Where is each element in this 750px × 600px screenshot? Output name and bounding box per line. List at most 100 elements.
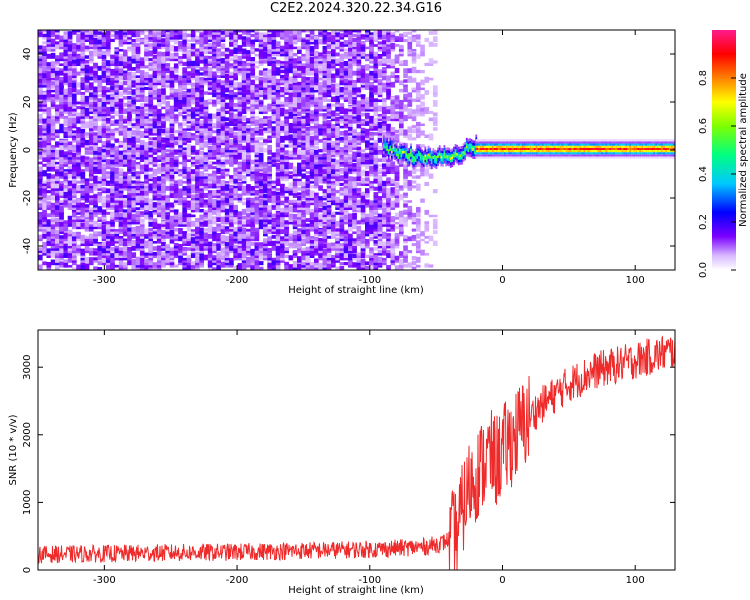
heatmap-cell	[190, 156, 196, 160]
heatmap-cell	[105, 240, 111, 246]
heatmap-cell	[301, 174, 306, 179]
heatmap-cell	[131, 245, 137, 249]
heatmap-cell	[127, 115, 132, 119]
heatmap-cell	[76, 198, 81, 203]
heatmap-cell	[50, 52, 56, 59]
heatmap-cell	[63, 226, 69, 230]
heatmap-cell	[199, 90, 205, 95]
heatmap-cell	[131, 108, 137, 112]
heatmap-cell	[254, 96, 260, 100]
heatmap-cell	[212, 243, 217, 246]
heatmap-cell	[224, 169, 230, 174]
heatmap-cell	[305, 234, 311, 242]
heatmap-cell	[165, 161, 171, 165]
heatmap-cell	[84, 107, 90, 114]
heatmap-cell	[275, 224, 281, 230]
heatmap-cell	[127, 95, 132, 100]
heatmap-cell	[314, 141, 319, 146]
heatmap-cell	[114, 96, 120, 102]
heatmap-cell	[284, 53, 289, 57]
heatmap-cell	[118, 129, 124, 134]
heatmap-cell	[288, 174, 294, 179]
heatmap-cell	[93, 251, 98, 256]
heatmap-cell	[67, 239, 73, 246]
heatmap-cell	[237, 152, 243, 160]
heatmap-cell	[263, 77, 268, 83]
heatmap-cell	[229, 32, 234, 40]
heatmap-cell	[297, 85, 302, 90]
heatmap-cell	[199, 214, 205, 220]
heatmap-cell	[161, 254, 166, 258]
heatmap-cell	[156, 202, 162, 206]
heatmap-cell	[258, 76, 264, 81]
heatmap-cell	[267, 76, 272, 81]
heatmap-cell	[250, 85, 255, 90]
heatmap-cell	[275, 232, 281, 237]
heatmap-cell	[207, 247, 213, 254]
heatmap-cell	[71, 130, 77, 134]
heatmap-cell	[54, 247, 60, 251]
heatmap-cell	[114, 186, 120, 191]
heatmap-cell	[322, 113, 328, 117]
heatmap-cell	[71, 54, 77, 59]
heatmap-cell	[305, 69, 311, 76]
heatmap-cell	[105, 246, 111, 251]
heatmap-cell	[101, 253, 107, 258]
heatmap-cell	[127, 253, 132, 261]
heatmap-cell	[84, 132, 90, 136]
heatmap-cell	[93, 132, 98, 136]
heatmap-cell	[233, 188, 238, 194]
heatmap-cell	[186, 200, 192, 208]
heatmap-cell	[335, 126, 340, 131]
heatmap-cell	[105, 159, 111, 165]
heatmap-cell	[80, 186, 86, 191]
heatmap-cell	[339, 131, 345, 136]
heatmap-cell	[186, 194, 192, 198]
heatmap-cell	[301, 208, 306, 215]
heatmap-cell	[229, 233, 234, 237]
heatmap-cell	[216, 145, 222, 153]
heatmap-cell	[165, 250, 171, 258]
heatmap-cell	[237, 198, 243, 203]
heatmap-cell	[322, 40, 328, 45]
heatmap-cell	[54, 114, 60, 119]
heatmap-cell	[326, 52, 332, 57]
heatmap-cell	[250, 30, 255, 33]
heatmap-cell	[178, 80, 183, 83]
heatmap-cell	[105, 149, 111, 155]
heatmap-cell	[139, 186, 145, 191]
heatmap-cell	[38, 213, 43, 220]
heatmap-cell	[254, 170, 260, 177]
heatmap-cell	[216, 194, 222, 198]
heatmap-cell	[241, 44, 247, 47]
heatmap-cell	[195, 77, 200, 83]
heatmap-cell	[42, 202, 47, 210]
heatmap-cell	[275, 204, 281, 210]
heatmap-cell	[322, 94, 328, 102]
heatmap-cell	[275, 181, 281, 186]
heatmap-cell	[71, 99, 77, 105]
heatmap-cell	[199, 67, 205, 71]
heatmap-cell	[173, 254, 179, 258]
heatmap-cell	[148, 44, 154, 50]
heatmap-cell	[305, 149, 311, 153]
heatmap-cell	[110, 101, 115, 107]
heatmap-cell	[348, 235, 353, 239]
heatmap-cell	[254, 152, 260, 155]
heatmap-cell	[161, 38, 166, 42]
heatmap-cell	[182, 61, 188, 66]
heatmap-cell	[139, 190, 145, 196]
heatmap-cell	[288, 182, 294, 189]
heatmap-cell	[148, 82, 154, 88]
heatmap-cell	[67, 264, 73, 268]
heatmap-cell	[190, 238, 196, 244]
heatmap-cell	[50, 38, 56, 45]
heatmap-cell	[118, 258, 124, 266]
heatmap-cell	[322, 239, 328, 244]
heatmap-cell	[127, 183, 132, 186]
heatmap-cell	[322, 148, 328, 153]
heatmap-cell	[263, 182, 268, 189]
heatmap-cell	[199, 178, 205, 182]
heatmap-cell	[101, 148, 107, 153]
heatmap-cell	[305, 246, 311, 251]
